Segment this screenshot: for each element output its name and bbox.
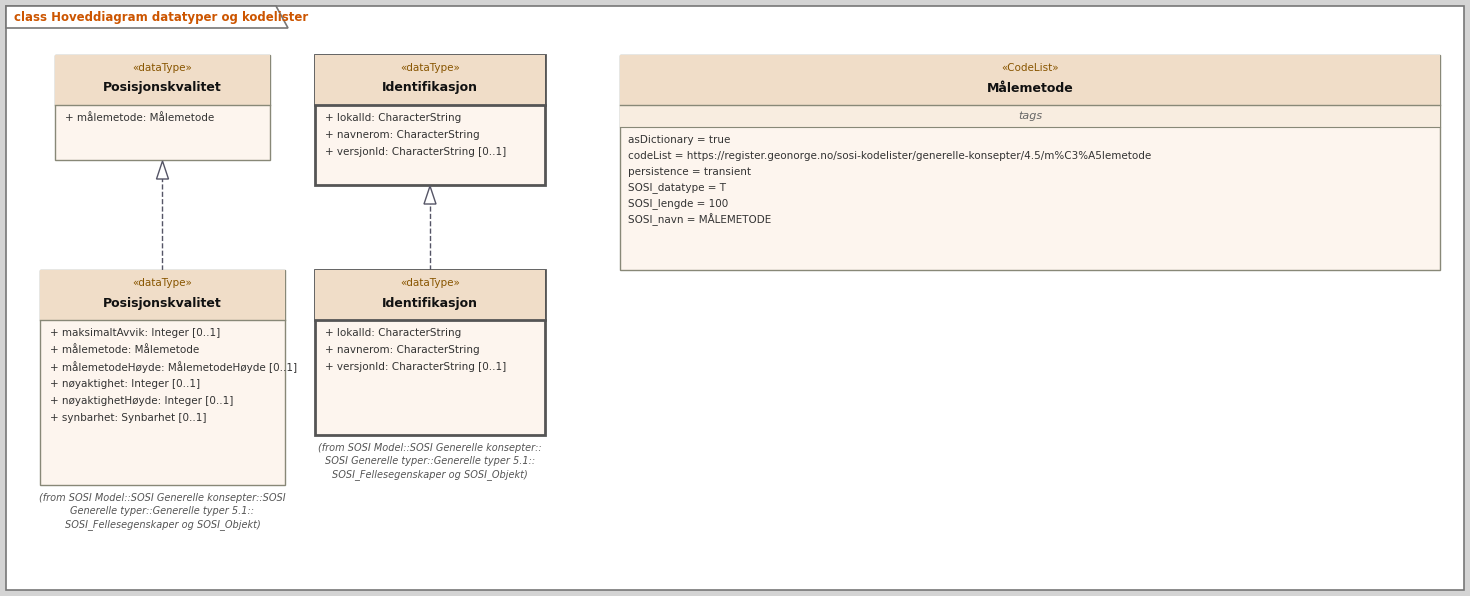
Text: + målemetodeHøyde: MålemetodeHøyde [0..1]: + målemetodeHøyde: MålemetodeHøyde [0..1… — [50, 361, 297, 373]
Text: SOSI_navn = MÅLEMETODE: SOSI_navn = MÅLEMETODE — [628, 213, 772, 226]
Bar — [315, 55, 545, 105]
Text: Posisjonskvalitet: Posisjonskvalitet — [103, 82, 222, 95]
Polygon shape — [423, 186, 437, 204]
Text: + nøyaktighetHøyde: Integer [0..1]: + nøyaktighetHøyde: Integer [0..1] — [50, 396, 234, 406]
Bar — [315, 270, 545, 435]
Bar — [40, 270, 285, 485]
Text: Målemetode: Målemetode — [986, 82, 1073, 95]
Text: SOSI_lengde = 100: SOSI_lengde = 100 — [628, 198, 728, 209]
Bar — [54, 55, 270, 105]
Text: «dataType»: «dataType» — [400, 278, 460, 288]
Text: «dataType»: «dataType» — [400, 63, 460, 73]
Text: + navnerom: CharacterString: + navnerom: CharacterString — [325, 345, 479, 355]
Text: class Hoveddiagram datatyper og kodelister: class Hoveddiagram datatyper og kodelist… — [15, 11, 309, 23]
Bar — [620, 55, 1441, 270]
Polygon shape — [156, 161, 169, 179]
Bar — [315, 55, 545, 185]
Text: «dataType»: «dataType» — [132, 63, 193, 73]
Text: SOSI_datatype = T: SOSI_datatype = T — [628, 182, 726, 194]
Text: + lokalId: CharacterString: + lokalId: CharacterString — [325, 328, 462, 338]
Text: asDictionary = true: asDictionary = true — [628, 135, 731, 145]
Text: (from SOSI Model::SOSI Generelle konsepter::
SOSI Generelle typer::Generelle typ: (from SOSI Model::SOSI Generelle konsept… — [318, 443, 542, 480]
Text: codeList = https://register.geonorge.no/sosi-kodelister/generelle-konsepter/4.5/: codeList = https://register.geonorge.no/… — [628, 151, 1151, 161]
Text: persistence = transient: persistence = transient — [628, 167, 751, 177]
Text: + lokalId: CharacterString: + lokalId: CharacterString — [325, 113, 462, 123]
Bar — [54, 55, 270, 160]
Text: Posisjonskvalitet: Posisjonskvalitet — [103, 296, 222, 309]
Bar — [620, 105, 1441, 127]
Text: + synbarhet: Synbarhet [0..1]: + synbarhet: Synbarhet [0..1] — [50, 413, 206, 423]
Bar — [40, 270, 285, 320]
Text: (from SOSI Model::SOSI Generelle konsepter::SOSI
Generelle typer::Generelle type: (from SOSI Model::SOSI Generelle konsept… — [40, 493, 285, 530]
Text: tags: tags — [1017, 111, 1042, 121]
Text: + nøyaktighet: Integer [0..1]: + nøyaktighet: Integer [0..1] — [50, 379, 200, 389]
Bar — [620, 55, 1441, 105]
Text: + navnerom: CharacterString: + navnerom: CharacterString — [325, 130, 479, 140]
Bar — [315, 270, 545, 320]
Text: + målemetode: Målemetode: + målemetode: Målemetode — [65, 113, 215, 123]
Text: Identifikasjon: Identifikasjon — [382, 82, 478, 95]
Text: + versjonId: CharacterString [0..1]: + versjonId: CharacterString [0..1] — [325, 147, 506, 157]
Text: + versjonId: CharacterString [0..1]: + versjonId: CharacterString [0..1] — [325, 362, 506, 372]
Polygon shape — [6, 6, 288, 28]
Text: «CodeList»: «CodeList» — [1001, 63, 1058, 73]
Text: Identifikasjon: Identifikasjon — [382, 296, 478, 309]
Text: + maksimaltAvvik: Integer [0..1]: + maksimaltAvvik: Integer [0..1] — [50, 328, 220, 338]
Text: «dataType»: «dataType» — [132, 278, 193, 288]
Text: + målemetode: Målemetode: + målemetode: Målemetode — [50, 345, 200, 355]
